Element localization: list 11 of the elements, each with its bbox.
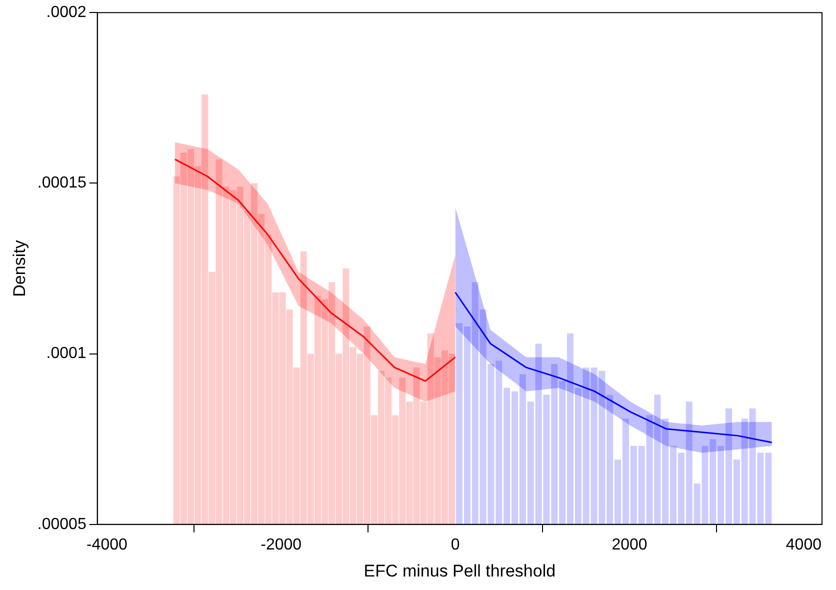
x-tick-label: -2000 [260, 536, 302, 554]
x-tick-label: 2000 [612, 536, 648, 554]
x-tick-label: 4000 [786, 536, 822, 554]
y-tick-label: .00015 [37, 174, 86, 192]
y-tick-label: .0002 [46, 4, 86, 22]
y-tick-label: .0001 [46, 345, 86, 362]
x-tick-label: -4000 [86, 536, 128, 554]
x-axis-title: EFC minus Pell threshold [364, 561, 556, 580]
y-tick-label: .00005 [37, 516, 86, 533]
x-tick-label: 0 [450, 536, 460, 554]
y-axis-title: Density [10, 240, 29, 297]
